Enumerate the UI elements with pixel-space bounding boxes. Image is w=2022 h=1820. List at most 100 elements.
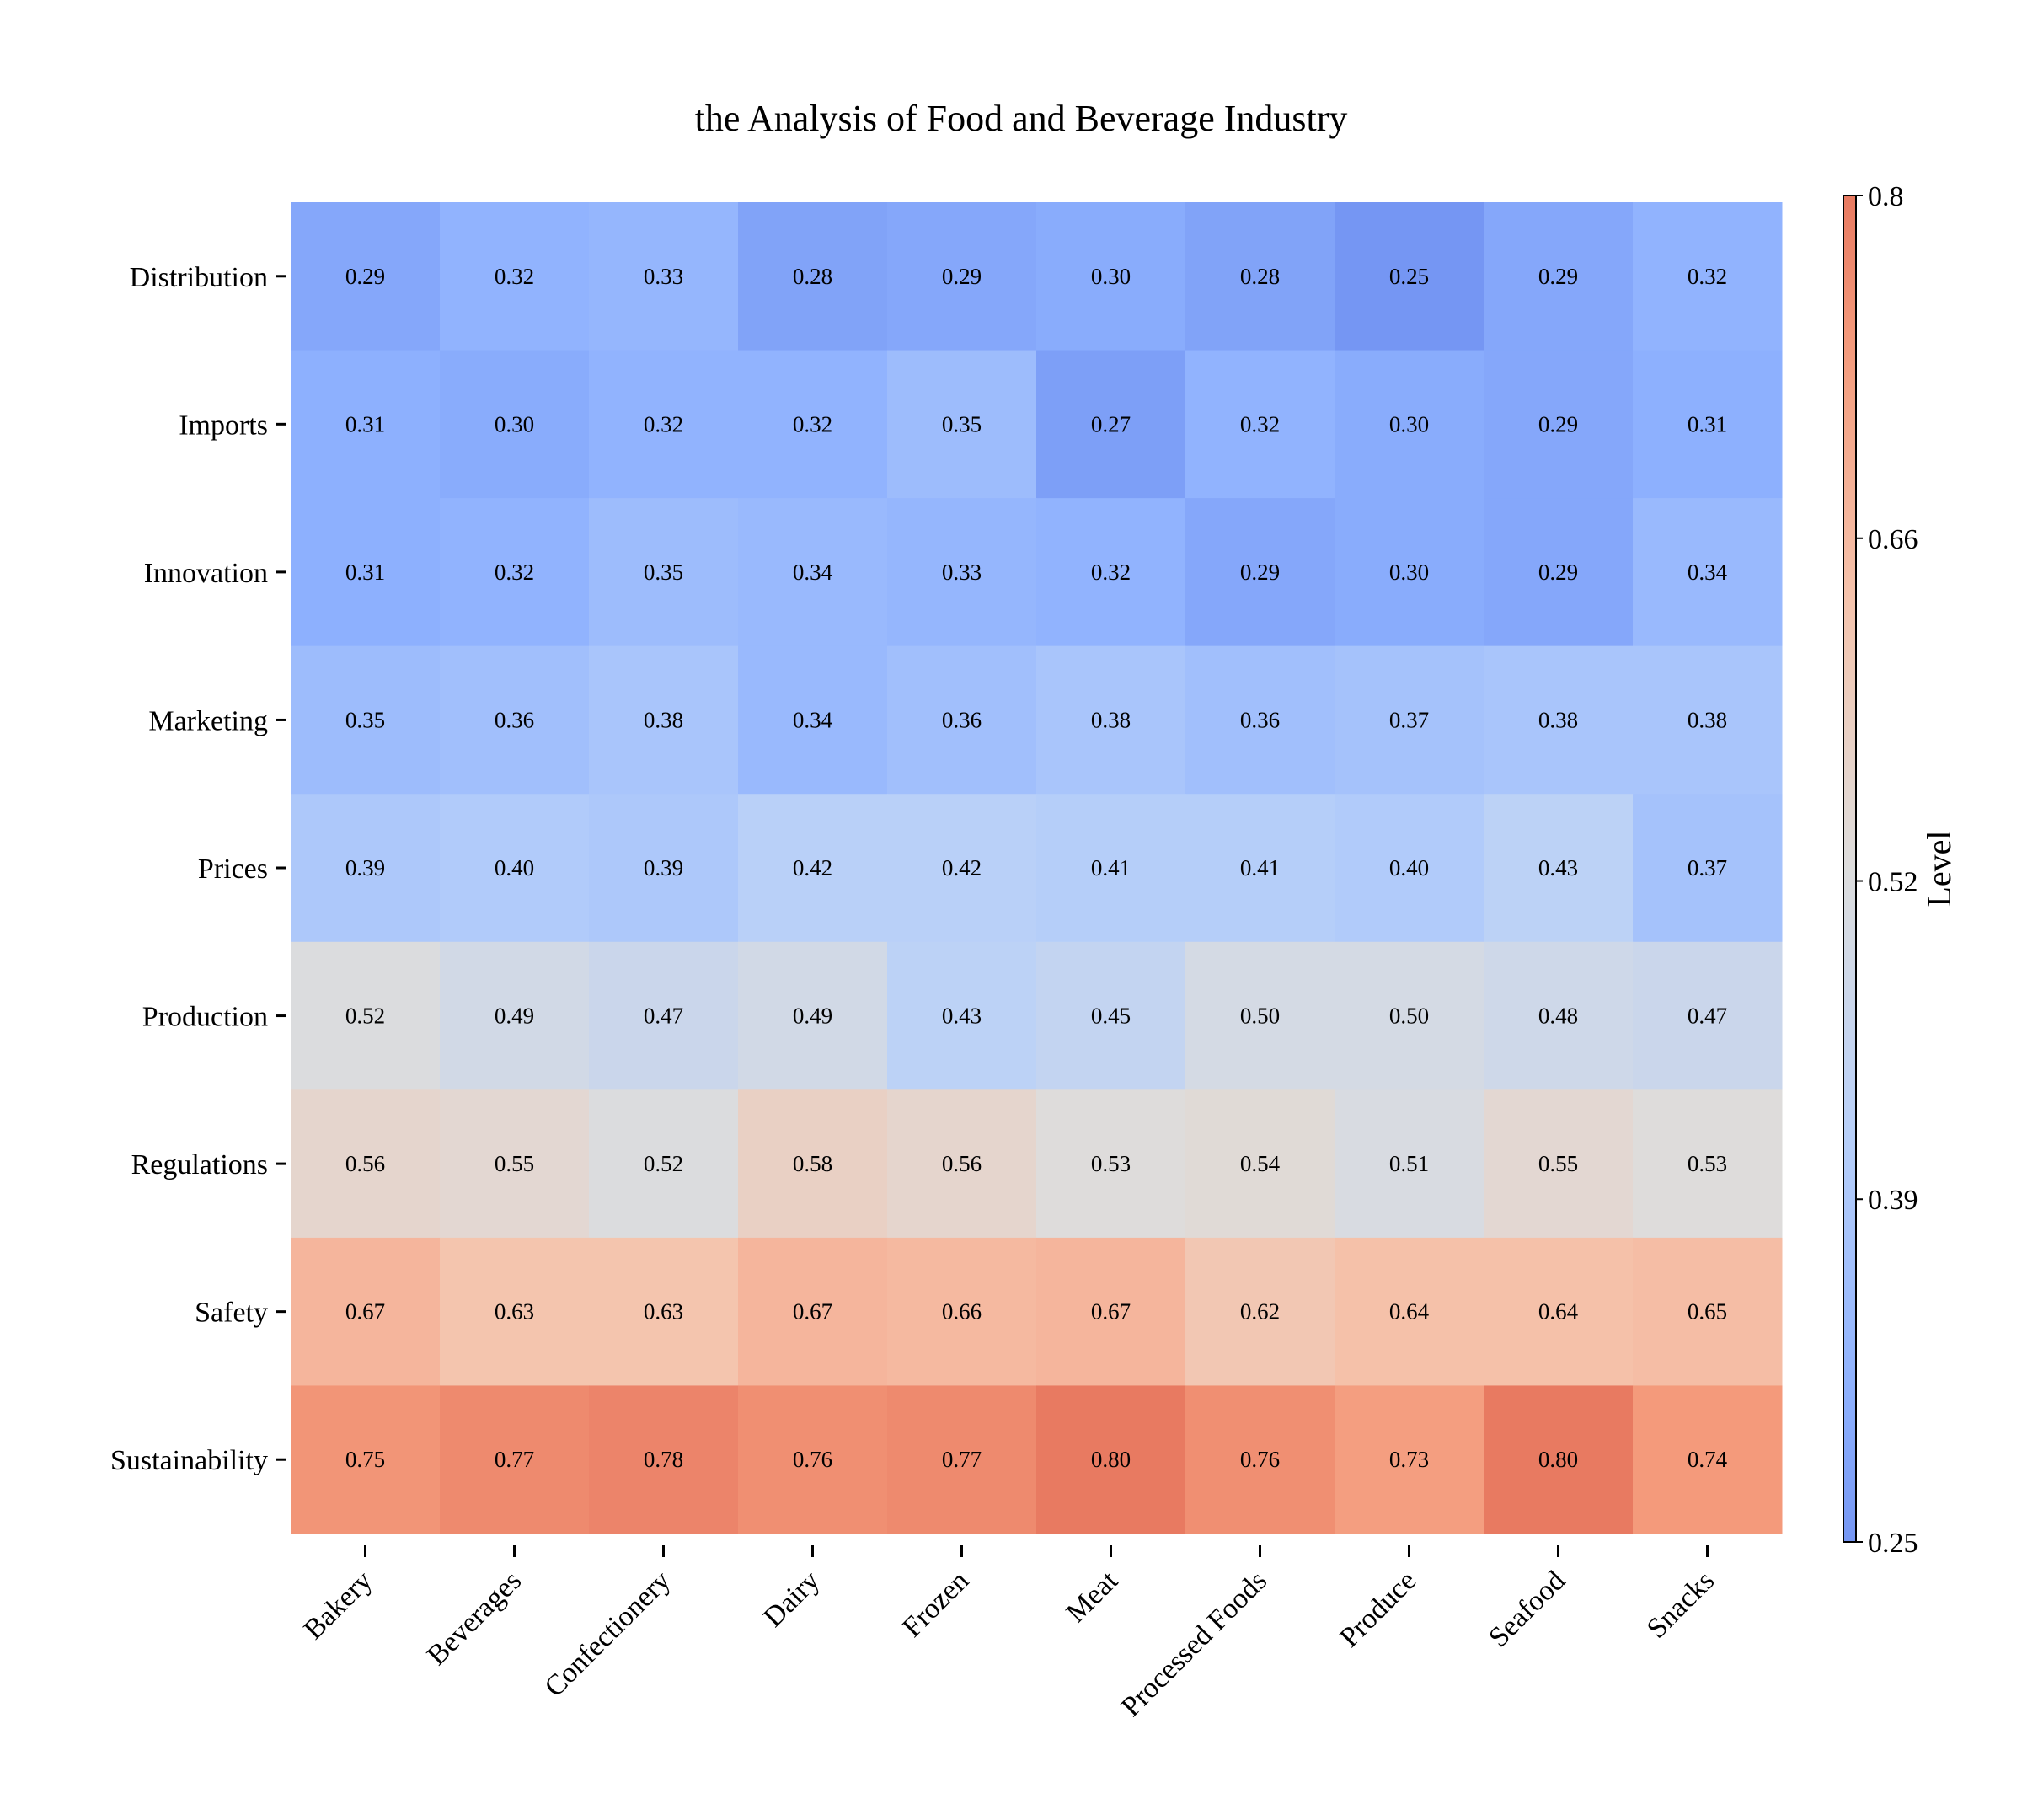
cell-value-label: 0.64 bbox=[1389, 1299, 1430, 1325]
heatmap-cell bbox=[440, 202, 590, 351]
heatmap-cell bbox=[1484, 794, 1634, 943]
cell-value-label: 0.28 bbox=[793, 264, 832, 289]
heatmap-cell bbox=[1036, 350, 1186, 499]
cell-value-label: 0.30 bbox=[495, 411, 534, 436]
heatmap-cell bbox=[1633, 498, 1783, 647]
heatmap-cell bbox=[1335, 1385, 1484, 1534]
cell-value-label: 0.49 bbox=[495, 1004, 534, 1029]
cell-value-label: 0.35 bbox=[345, 707, 385, 732]
cell-value-label: 0.45 bbox=[1091, 1004, 1131, 1029]
y-tick-label: Sustainability bbox=[110, 1445, 268, 1476]
heatmap-cell bbox=[589, 941, 739, 1090]
x-tick-label: Bakery bbox=[298, 1565, 379, 1646]
cell-value-label: 0.31 bbox=[1688, 411, 1727, 436]
chart-title: the Analysis of Food and Beverage Indust… bbox=[695, 98, 1348, 139]
cell-value-label: 0.67 bbox=[1091, 1299, 1131, 1325]
heatmap-cell bbox=[1185, 1237, 1335, 1386]
cell-value-label: 0.38 bbox=[1688, 707, 1727, 732]
heatmap-cell bbox=[1036, 941, 1186, 1090]
cell-value-label: 0.64 bbox=[1538, 1299, 1579, 1325]
heatmap-cell bbox=[291, 350, 441, 499]
heatmap-cell bbox=[1633, 941, 1783, 1090]
heatmap-cell bbox=[1036, 794, 1186, 943]
heatmap-cell bbox=[1484, 645, 1634, 795]
heatmap-cell bbox=[738, 941, 888, 1090]
heatmap-cell bbox=[589, 498, 739, 647]
heatmap-cell bbox=[1185, 498, 1335, 647]
heatmap-cell bbox=[291, 1089, 441, 1239]
heatmap-cell bbox=[1335, 350, 1484, 499]
heatmap-cell bbox=[1484, 1237, 1634, 1386]
heatmap-cell bbox=[291, 498, 441, 647]
cell-value-label: 0.29 bbox=[1240, 559, 1280, 585]
heatmap-cell bbox=[1185, 645, 1335, 795]
colorbar-tick-label: 0.25 bbox=[1868, 1528, 1918, 1559]
cell-value-label: 0.43 bbox=[942, 1004, 982, 1029]
cell-value-label: 0.58 bbox=[793, 1151, 832, 1176]
cell-value-label: 0.55 bbox=[495, 1151, 534, 1176]
cell-value-label: 0.56 bbox=[345, 1151, 385, 1176]
cell-value-label: 0.38 bbox=[644, 707, 683, 732]
heatmap-cell bbox=[1633, 645, 1783, 795]
cell-value-label: 0.53 bbox=[1688, 1151, 1727, 1176]
heatmap-cell bbox=[440, 498, 590, 647]
heatmap-cell bbox=[589, 1089, 739, 1239]
cell-value-label: 0.77 bbox=[495, 1447, 534, 1472]
cell-value-label: 0.56 bbox=[942, 1151, 982, 1176]
heatmap-cell bbox=[887, 645, 1037, 795]
heatmap-cell bbox=[1185, 1089, 1335, 1239]
x-tick-label: Beverages bbox=[421, 1565, 527, 1671]
cell-value-label: 0.53 bbox=[1091, 1151, 1131, 1176]
heatmap-cell bbox=[887, 202, 1037, 351]
cell-value-label: 0.35 bbox=[942, 411, 982, 436]
cell-value-label: 0.34 bbox=[793, 559, 833, 585]
cell-value-label: 0.30 bbox=[1389, 411, 1429, 436]
colorbar-scale bbox=[1843, 195, 1857, 1543]
cell-value-label: 0.75 bbox=[345, 1447, 385, 1472]
heatmap-cell bbox=[440, 794, 590, 943]
cell-value-label: 0.39 bbox=[644, 855, 683, 881]
cell-value-label: 0.30 bbox=[1389, 559, 1429, 585]
y-tick-label: Regulations bbox=[131, 1149, 268, 1180]
heatmap-cell bbox=[1335, 941, 1484, 1090]
heatmap-cell bbox=[738, 498, 888, 647]
heatmap-cell bbox=[1036, 202, 1186, 351]
cell-value-label: 0.50 bbox=[1389, 1004, 1429, 1029]
heatmap-cell bbox=[1185, 1385, 1335, 1534]
heatmap-cell bbox=[1484, 350, 1634, 499]
cell-value-label: 0.40 bbox=[495, 855, 534, 881]
cell-value-label: 0.41 bbox=[1091, 855, 1131, 881]
heatmap-cell bbox=[1633, 1237, 1783, 1386]
cell-value-label: 0.76 bbox=[793, 1447, 832, 1472]
heatmap-cell bbox=[738, 794, 888, 943]
cell-value-label: 0.78 bbox=[644, 1447, 683, 1472]
cell-value-label: 0.50 bbox=[1240, 1004, 1280, 1029]
heatmap-cell bbox=[887, 1385, 1037, 1534]
heatmap-cell bbox=[440, 350, 590, 499]
heatmap-cell bbox=[589, 1385, 739, 1534]
cell-value-label: 0.28 bbox=[1240, 264, 1280, 289]
heatmap-cell bbox=[887, 1237, 1037, 1386]
cell-value-label: 0.43 bbox=[1538, 855, 1578, 881]
heatmap-cell bbox=[1185, 794, 1335, 943]
heatmap-cell bbox=[589, 350, 739, 499]
y-tick-label: Marketing bbox=[148, 705, 268, 736]
heatmap-cell bbox=[1484, 941, 1634, 1090]
cell-value-label: 0.54 bbox=[1240, 1151, 1281, 1176]
cell-value-label: 0.38 bbox=[1091, 707, 1131, 732]
cell-value-label: 0.42 bbox=[793, 855, 832, 881]
heatmap-cell bbox=[738, 202, 888, 351]
heatmap-cell bbox=[1633, 1089, 1783, 1239]
heatmap-cells bbox=[291, 202, 1783, 1534]
cell-value-label: 0.27 bbox=[1091, 411, 1131, 436]
heatmap-cell bbox=[887, 1089, 1037, 1239]
heatmap-cell bbox=[440, 1385, 590, 1534]
heatmap-cell bbox=[738, 350, 888, 499]
cell-value-label: 0.29 bbox=[1538, 264, 1578, 289]
cell-value-label: 0.49 bbox=[793, 1004, 832, 1029]
heatmap-cell bbox=[1185, 202, 1335, 351]
heatmap-cell bbox=[291, 941, 441, 1090]
heatmap-cell bbox=[589, 202, 739, 351]
heatmap-cell bbox=[440, 1237, 590, 1386]
